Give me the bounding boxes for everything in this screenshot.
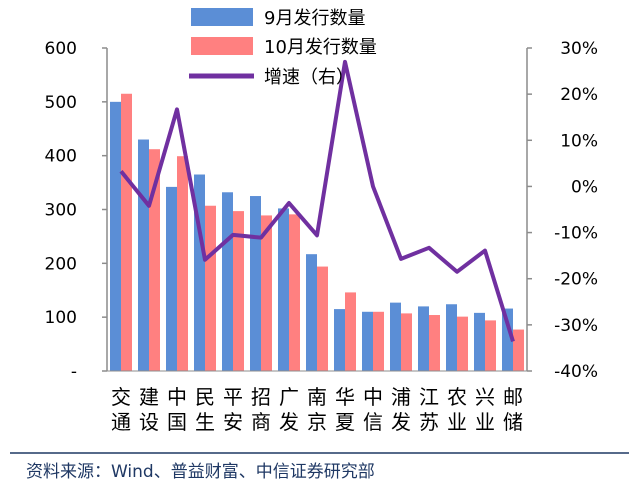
right-tick-label: -30% [554,316,598,336]
category-label: 商 [251,410,271,434]
bar-oct [429,315,440,371]
category-label: 邮 [503,385,523,409]
bar-oct [317,266,328,371]
growth-line-layer [119,59,515,343]
category-label: 南 [307,385,327,409]
legend-label: 增速（右） [264,67,354,88]
legend-label: 9月发行数量 [264,8,365,29]
growth-line [119,59,515,343]
category-label: 华 [335,385,355,409]
category-label: 夏 [335,410,355,434]
right-tick-label: -10% [554,224,598,244]
left-tick-label: 600 [45,39,77,59]
left-tick-label: 200 [45,254,77,274]
category-label: 广 [279,385,299,409]
bar-oct [373,311,384,371]
category-label: 储 [503,410,523,434]
bar-oct [177,156,188,371]
bar-sep [250,196,261,371]
category-label: 设 [139,410,159,434]
legend-label: 10月发行数量 [264,37,377,58]
bar-oct [261,215,272,371]
legend-swatch [191,37,253,55]
bar-sep [502,308,513,371]
right-tick-label: -20% [554,270,598,290]
category-label: 平 [223,385,243,409]
category-label: 江 [419,385,439,409]
right-tick-label: 0% [571,177,598,197]
bar-oct [233,211,244,371]
bar-sep [222,192,233,371]
bar-oct [149,149,160,371]
left-tick-label: 100 [45,308,77,328]
bar-sep [194,174,205,371]
category-label: 民 [195,385,215,409]
category-label: 中 [363,385,383,409]
bar-oct [345,292,356,371]
category-label: 浦 [391,385,411,409]
bar-oct [205,205,216,371]
bar-sep [446,304,457,371]
category-label: 发 [279,410,299,434]
bar-sep [334,309,345,371]
bar-oct [485,320,496,371]
bar-sep [474,312,485,371]
bar-sep [418,306,429,371]
right-tick-label: -40% [554,362,598,382]
bar-sep [110,101,121,371]
bar-sep [306,254,317,371]
right-tick-label: 30% [560,39,598,59]
category-label: 发 [391,410,411,434]
bar-oct [121,93,132,371]
bars-layer [110,93,524,371]
left-tick-label: 500 [45,93,77,113]
bar-oct [289,214,300,371]
bar-sep [138,139,149,371]
left-tick-label: - [71,362,77,382]
bar-oct [457,316,468,371]
left-tick-label: 300 [45,201,77,221]
right-tick-label: 10% [560,131,598,151]
left-tick-label: 400 [45,147,77,167]
category-label: 信 [363,410,383,434]
category-label: 苏 [419,410,439,434]
category-label: 通 [111,410,131,434]
category-label: 安 [223,410,243,434]
bar-sep [166,186,177,371]
category-label: 交 [111,385,131,409]
category-label: 业 [447,410,467,434]
legend-swatch [191,8,253,26]
bar-sep [278,208,289,371]
category-label: 兴 [475,385,495,409]
bar-sep [390,302,401,371]
source-note: 资料来源：Wind、普益财富、中信证券研究部 [26,462,375,482]
bar-oct [401,313,412,371]
bar-sep [362,311,373,371]
category-label: 建 [139,385,159,409]
category-label: 京 [307,410,327,434]
axes-layer: - 100 200 300 400 500 600 -40% -30% -20% -10% 0% 10%… [45,39,598,382]
category-label: 业 [475,410,495,434]
category-label: 农 [447,385,467,409]
category-label: 招 [251,385,271,409]
right-tick-label: 20% [560,85,598,105]
bar-oct [513,329,524,371]
category-label: 生 [195,410,215,434]
category-label: 中 [167,385,187,409]
category-label: 国 [167,410,187,434]
